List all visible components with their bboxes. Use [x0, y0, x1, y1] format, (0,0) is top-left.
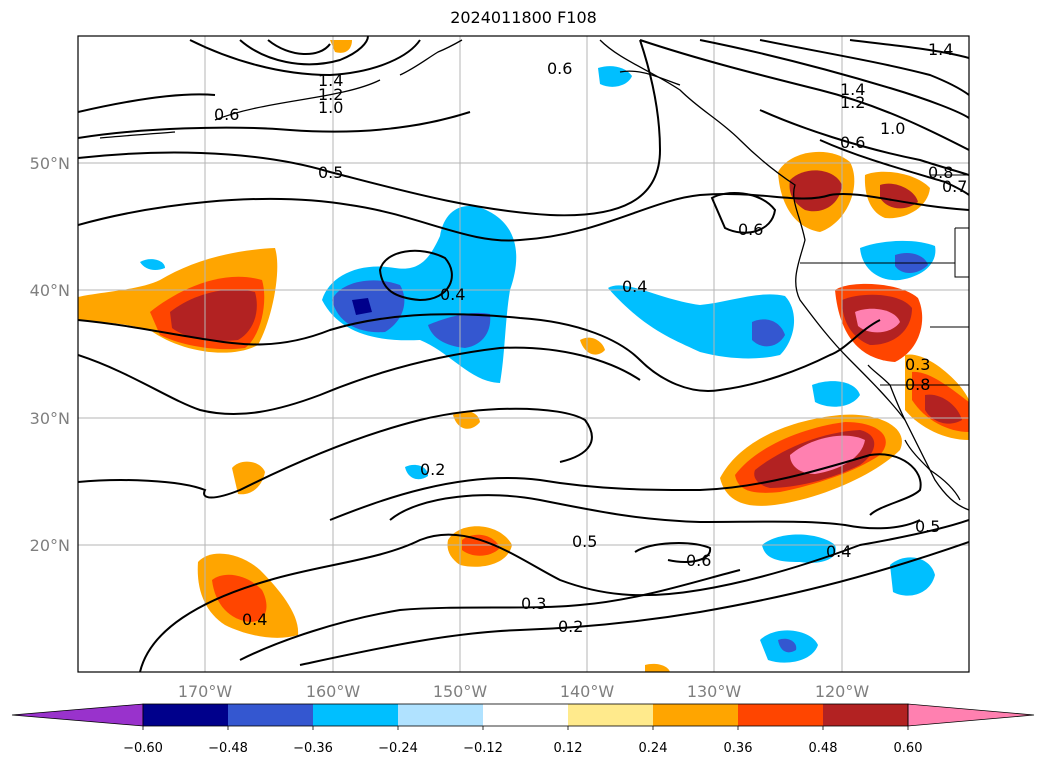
contour-label: 1.4	[318, 71, 343, 90]
colorbar-tick-label: 0.48	[809, 741, 838, 756]
contour-label: 0.2	[558, 617, 583, 636]
shaded-anomaly-layer	[78, 40, 969, 672]
colorbar-tick-label: −0.36	[293, 741, 333, 756]
shade-blob	[428, 312, 491, 348]
coastlines	[99, 39, 969, 511]
shade-blob	[812, 381, 860, 407]
contour-label: 0.6	[686, 551, 711, 570]
colorbar-extend-high	[907, 703, 1035, 727]
shade-blob	[778, 638, 797, 653]
contour-lines	[78, 36, 969, 672]
colorbar-segment	[398, 704, 483, 726]
lat-tick-label: 50°N	[30, 154, 70, 173]
lon-tick-label: 170°W	[178, 682, 233, 701]
shade-blob	[608, 285, 795, 359]
contour-label-group: 1.4 1.2 1.0 0.6 0.5 0.6 1.4 1.2 1.0 0.6 …	[214, 40, 967, 636]
lat-tick-label: 20°N	[30, 536, 70, 555]
lon-tick-label: 160°W	[306, 682, 361, 701]
contour-label: 1.0	[318, 98, 343, 117]
shade-blob	[925, 394, 962, 424]
lon-tick-labels: 170°W 160°W 150°W 140°W 130°W 120°W	[178, 682, 870, 701]
state-borders	[800, 174, 969, 386]
contour-label: 0.3	[521, 594, 546, 613]
shade-blob	[645, 663, 670, 672]
lat-tick-label: 40°N	[30, 281, 70, 300]
colorbar-tick-label: 0.24	[639, 741, 668, 756]
colorbar-tick-label: −0.24	[378, 741, 418, 756]
colorbar-tick-label: −0.60	[123, 741, 163, 756]
contour-label: 0.3	[905, 355, 930, 374]
shade-blob	[790, 435, 865, 474]
lon-tick-label: 150°W	[433, 682, 488, 701]
contour-label: 1.2	[318, 85, 343, 104]
colorbar-segment	[738, 704, 823, 726]
colorbar: −0.60 −0.48 −0.36 −0.24 −0.12 0.12 0.24 0.36 0.4…	[11, 703, 1035, 756]
lon-tick-label: 130°W	[687, 682, 742, 701]
shade-blob	[170, 289, 257, 341]
contour-label: 0.2	[420, 460, 445, 479]
colorbar-segment	[568, 704, 653, 726]
shade-blob	[890, 557, 935, 596]
contour-label: 0.6	[547, 59, 572, 78]
colorbar-tick-label: −0.48	[208, 741, 248, 756]
contour-label: 1.2	[840, 93, 865, 112]
contour-label: 1.4	[840, 80, 865, 99]
contour-label: 0.8	[928, 163, 953, 182]
contour-label: 0.6	[840, 133, 865, 152]
colorbar-tick-label: 0.12	[554, 741, 583, 756]
shade-blob	[598, 66, 632, 87]
lat-tick-labels: 50°N 40°N 30°N 20°N	[30, 154, 70, 555]
colorbar-tick-label: 0.60	[894, 741, 923, 756]
shade-blob	[752, 319, 785, 347]
map-title: 2024011800 F108	[450, 8, 597, 27]
shade-blob	[405, 464, 428, 480]
shade-blob	[212, 574, 267, 622]
shade-blob	[140, 259, 165, 270]
colorbar-segment	[143, 704, 228, 726]
contour-label: 0.4	[440, 285, 465, 304]
contour-label: 0.6	[214, 105, 239, 124]
shade-blob	[352, 298, 372, 315]
contour-label: 0.4	[826, 542, 851, 561]
colorbar-tick-label: −0.12	[463, 741, 503, 756]
contour-label: 0.4	[622, 277, 647, 296]
contour-label: 1.4	[928, 40, 953, 59]
colorbar-segment	[228, 704, 313, 726]
lat-tick-label: 30°N	[30, 409, 70, 428]
shade-blob	[232, 461, 265, 495]
contour-label: 0.7	[942, 177, 967, 196]
contour-label: 0.4	[242, 610, 267, 629]
colorbar-segment	[823, 704, 908, 726]
contour-label: 1.0	[880, 119, 905, 138]
colorbar-extend-low	[11, 703, 144, 727]
colorbar-outline	[142, 703, 909, 727]
contour-label: 0.5	[318, 163, 343, 182]
colorbar-segment	[313, 704, 398, 726]
shade-blob	[580, 337, 605, 355]
colorbar-segment	[483, 704, 568, 726]
colorbar-tick-label: 0.36	[724, 741, 753, 756]
colorbar-segment	[653, 704, 738, 726]
contour-label: 0.8	[905, 375, 930, 394]
shade-blob	[762, 534, 836, 563]
lon-tick-label: 120°W	[815, 682, 870, 701]
shade-blob	[789, 170, 842, 212]
map-frame	[77, 35, 970, 673]
contour-label: 0.5	[572, 532, 597, 551]
contour-label: 0.6	[738, 220, 763, 239]
lon-tick-label: 140°W	[560, 682, 615, 701]
contour-label: 0.5	[915, 517, 940, 536]
shade-blob	[330, 40, 352, 53]
